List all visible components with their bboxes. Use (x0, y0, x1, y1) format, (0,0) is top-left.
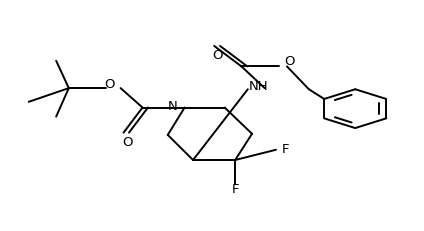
Text: NH: NH (248, 80, 268, 94)
Text: O: O (212, 49, 223, 61)
Text: N: N (168, 100, 178, 113)
Text: F: F (232, 183, 239, 196)
Text: O: O (123, 136, 133, 149)
Text: F: F (282, 143, 290, 156)
Text: O: O (104, 78, 115, 91)
Text: O: O (285, 55, 295, 68)
